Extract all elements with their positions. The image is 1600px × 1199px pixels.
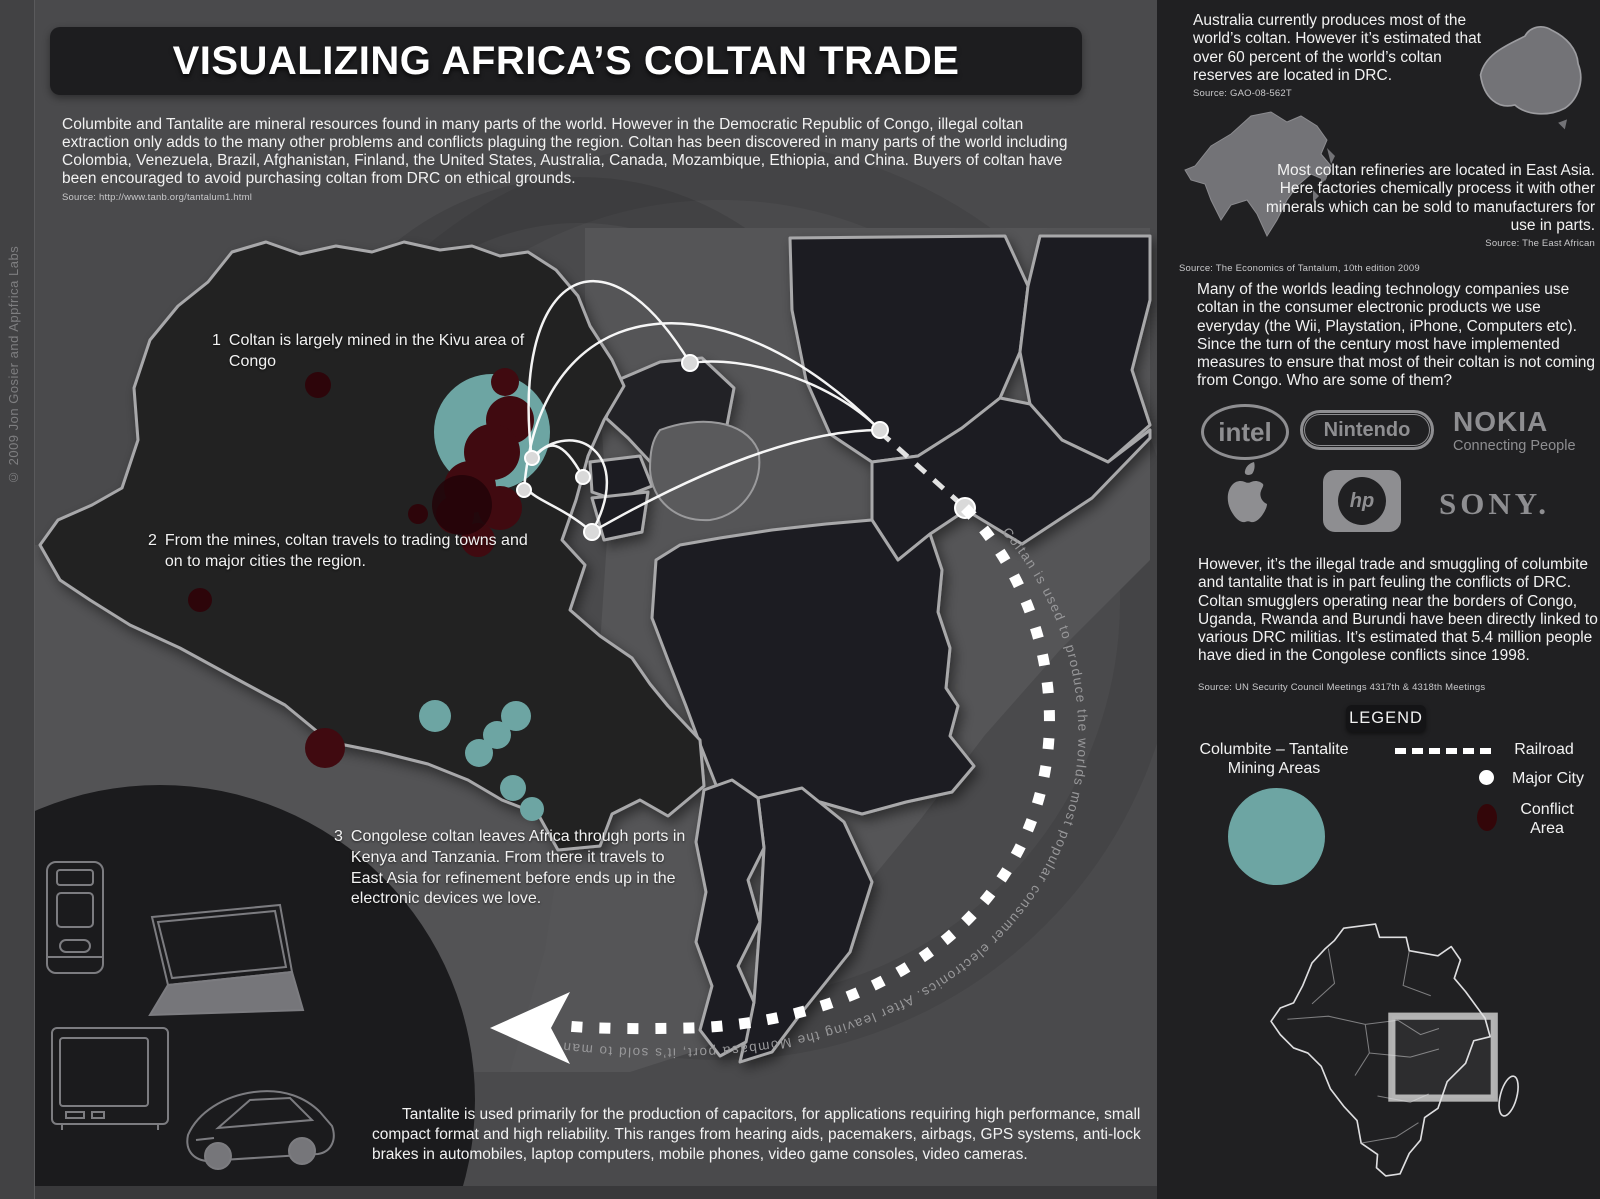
laptop-icon [148,903,305,1017]
east-asia-source: Source: The East African [1485,238,1595,249]
left-edge-strip [0,0,35,1199]
major-city-legend-swatch [1479,770,1494,785]
nintendo-logo: Nintendo [1300,410,1434,450]
annotation-text: Coltan is largely mined in the Kivu area… [228,332,525,370]
conflict-areas [188,368,534,768]
nokia-tagline: Connecting People [1453,438,1576,454]
asia-map-silhouette [1184,111,1335,238]
locator-highlight-box [1388,1012,1498,1102]
railroad-legend-swatch [1395,748,1493,754]
country-tanzania [650,518,976,816]
legend-major-city-label: Major City [1511,770,1584,787]
africa-locator-map [1270,923,1519,1177]
illegal-trade-source: Source: UN Security Council Meetings 431… [1198,682,1486,693]
annotation-text: Congolese coltan leaves Africa through p… [350,828,686,908]
annotation-number: 2 [148,532,157,549]
nokia-wordmark: NOKIA [1453,406,1549,437]
route-arrowhead [490,992,570,1064]
sony-logo: SONY. [1439,486,1551,521]
intel-logo: intel [1201,404,1289,460]
apple-logo [1227,462,1267,523]
annotation-number: 3 [334,828,343,845]
country-drc [38,240,706,852]
page-title: VISUALIZING AFRICA’S COLTAN TRADE [172,38,960,83]
tantalite-footnote: Tantalite is used primarily for the prod… [372,1106,1141,1163]
devices-vignette [0,785,475,1199]
legend-railroad-label: Railroad [1514,741,1574,758]
australia-source: Source: GAO-08-562T [1193,88,1292,99]
companies-paragraph: Many of the worlds leading technology co… [1197,281,1596,390]
bottom-edge-strip [0,1186,1157,1199]
hp-logo: hp [1323,470,1401,532]
mobile-phone-icon [46,861,104,974]
intro-paragraph: Columbite and Tantalite are mineral reso… [62,116,1070,203]
sidebar: Australia currently produces most of the… [1157,0,1600,1199]
map-annotation-2: 2 From the mines, coltan travels to trad… [148,531,540,573]
nokia-logo: NOKIA Connecting People [1453,406,1600,455]
mining-legend-swatch [1228,788,1325,885]
country-shapes [38,234,1152,1064]
legend-mining-label: Columbite – Tantalite Mining Areas [1199,741,1349,778]
australia-map-silhouette [1479,26,1582,130]
annotation-number: 1 [212,332,221,349]
intro-text: Columbite and Tantalite are mineral reso… [62,116,1068,187]
tv-icon [51,1027,169,1130]
hp-wordmark: hp [1349,489,1375,512]
major-city-dots [516,354,976,541]
title-bar: VISUALIZING AFRICA’S COLTAN TRADE [50,27,1082,95]
east-asia-paragraph: Most coltan refineries are located in Ea… [1265,162,1595,234]
annotation-text: From the mines, coltan travels to tradin… [164,532,528,570]
intro-source: Source: http://www.tanb.org/tantalum1.ht… [62,191,253,203]
legend-title: LEGEND [1346,705,1426,732]
trade-flight-arcs [522,280,881,534]
country-mozambique [738,786,874,1064]
map-annotation-1: 1 Coltan is largely mined in the Kivu ar… [212,331,534,373]
map-annotation-3: 3 Congolese coltan leaves Africa through… [334,827,694,910]
legend-conflict-label: Conflict Area [1520,801,1574,838]
illegal-trade-paragraph: However, it’s the illegal trade and smug… [1198,556,1598,665]
car-icon [186,1090,335,1170]
railroad-line [878,430,965,508]
australia-paragraph: Australia currently produces most of the… [1193,12,1482,84]
lake-victoria [648,420,761,522]
tantalum-economics-source: Source: The Economics of Tantalum, 10th … [1179,263,1420,274]
conflict-legend-swatch [1477,804,1497,831]
copyright-text: © 2009 Jon Gosier and Appfrica Labs [6,245,21,485]
